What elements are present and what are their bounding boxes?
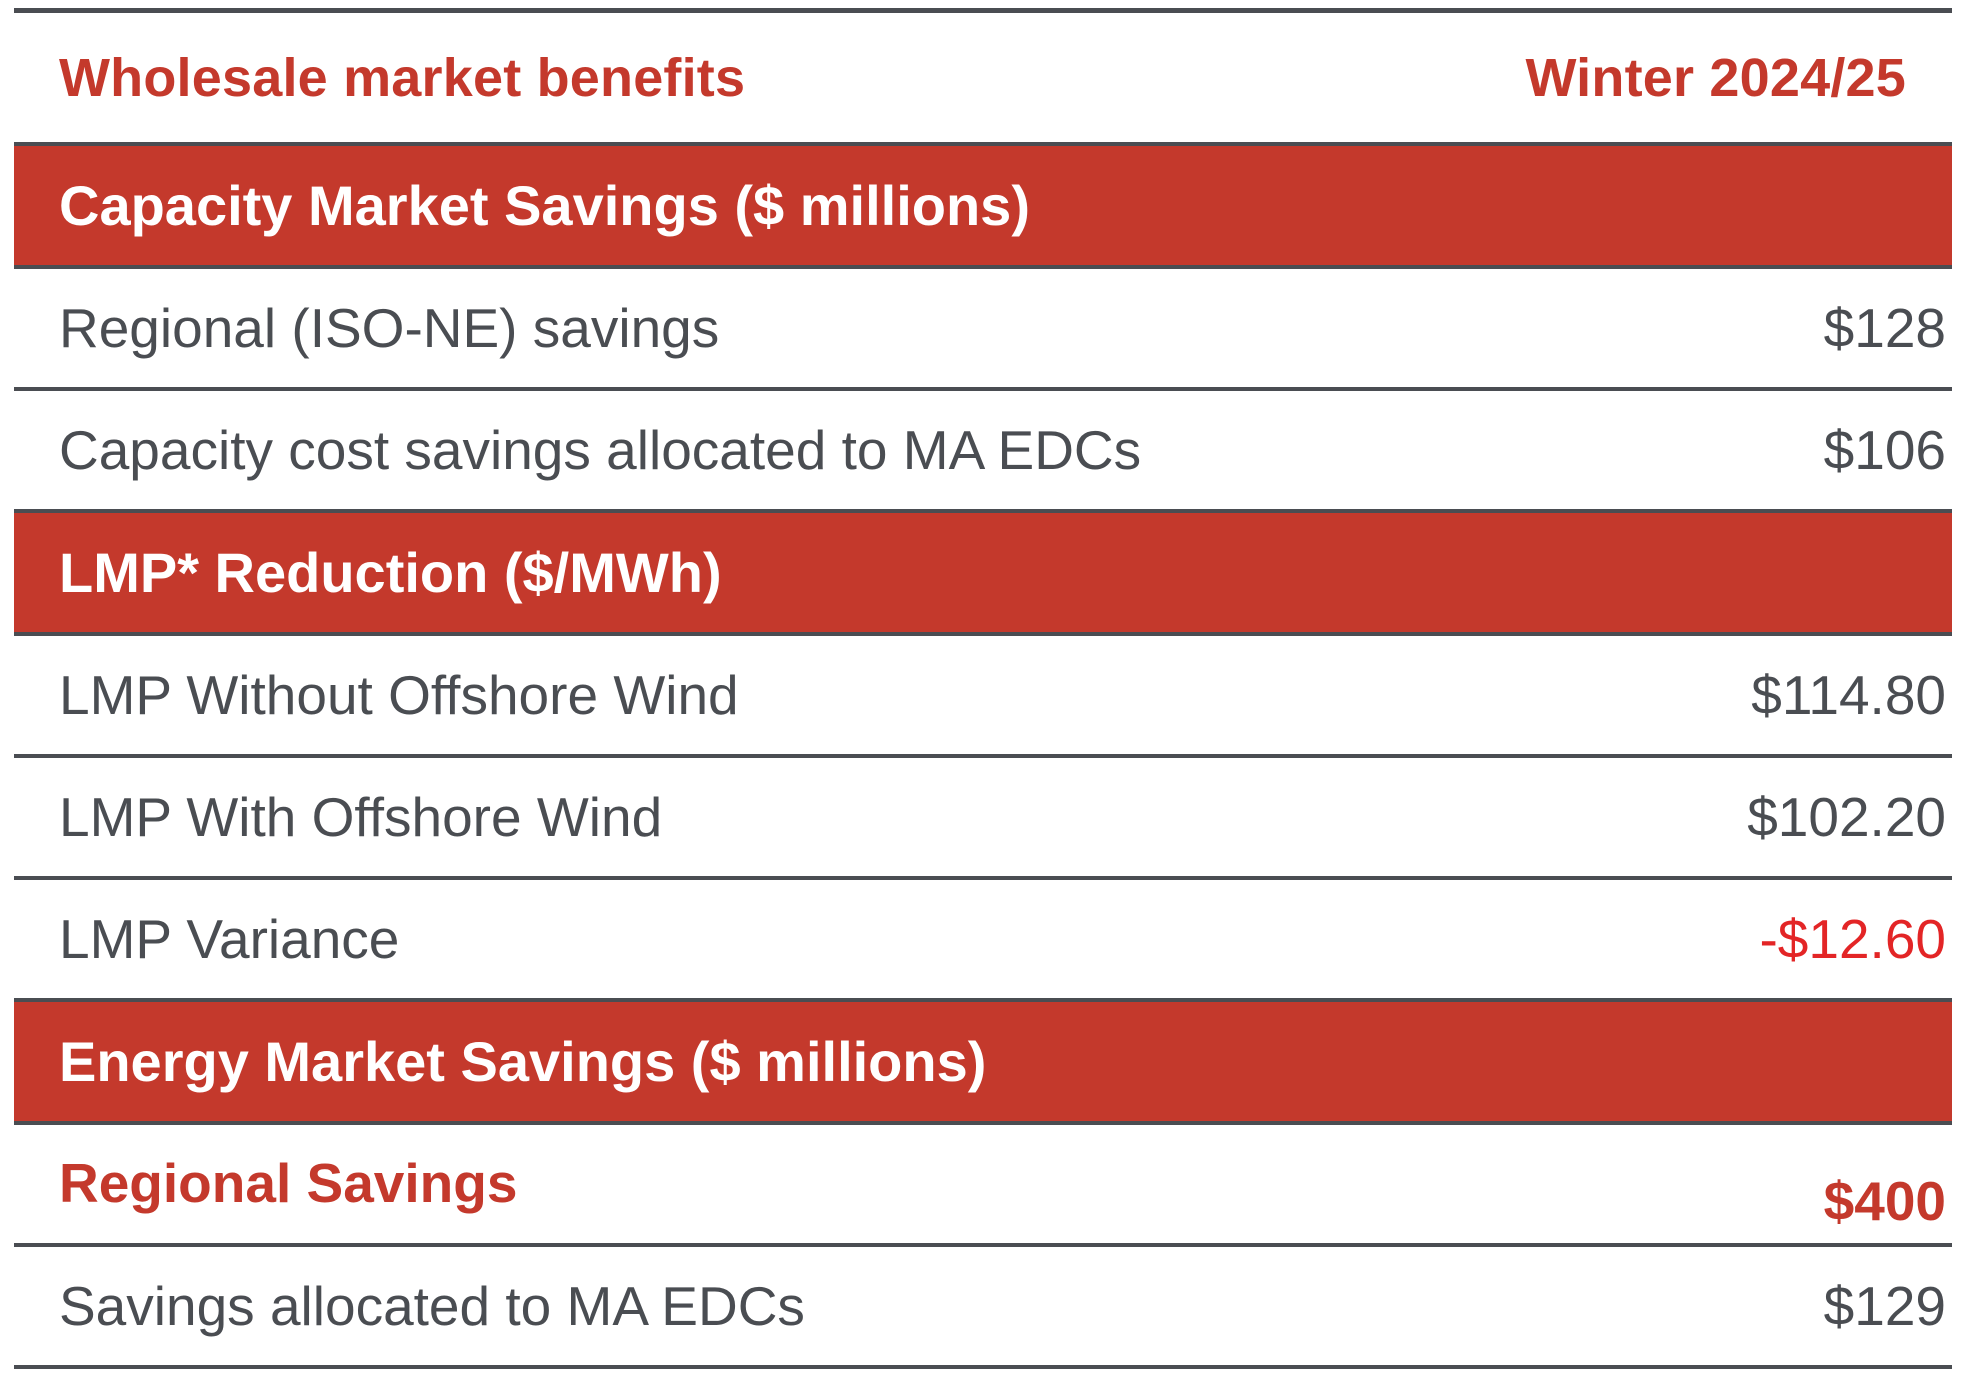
table-row: LMP Without Offshore Wind $114.80 bbox=[14, 636, 1952, 758]
row-label: LMP Without Offshore Wind bbox=[59, 664, 739, 726]
table-row: Savings allocated to MA EDCs $129 bbox=[14, 1247, 1952, 1369]
section-title: Energy Market Savings ($ millions) bbox=[59, 1030, 987, 1093]
row-label: LMP With Offshore Wind bbox=[59, 786, 663, 848]
wholesale-benefits-table: Wholesale market benefits Winter 2024/25… bbox=[14, 8, 1952, 1369]
section-header-energy: Energy Market Savings ($ millions) bbox=[14, 1002, 1952, 1125]
row-value: $106 bbox=[1823, 419, 1946, 481]
table-row: Capacity cost savings allocated to MA ED… bbox=[14, 391, 1952, 513]
table-header-row: Wholesale market benefits Winter 2024/25 bbox=[14, 13, 1952, 146]
row-value-negative: -$12.60 bbox=[1759, 908, 1946, 970]
table-title: Wholesale market benefits bbox=[59, 47, 746, 108]
row-value: $102.20 bbox=[1747, 786, 1946, 848]
row-label: Capacity cost savings allocated to MA ED… bbox=[59, 419, 1142, 481]
row-value: $114.80 bbox=[1751, 664, 1946, 726]
row-label: Savings allocated to MA EDCs bbox=[59, 1275, 805, 1337]
section-title: LMP* Reduction ($/MWh) bbox=[59, 541, 722, 604]
section-title: Capacity Market Savings ($ millions) bbox=[59, 174, 1030, 237]
row-value: $128 bbox=[1823, 297, 1946, 359]
row-value: $129 bbox=[1823, 1275, 1946, 1337]
row-value: $400 bbox=[1823, 1170, 1946, 1232]
row-label: LMP Variance bbox=[59, 908, 400, 970]
row-label: Regional (ISO-NE) savings bbox=[59, 297, 720, 359]
table-row-highlight: Regional Savings $400 bbox=[14, 1125, 1952, 1247]
section-header-lmp: LMP* Reduction ($/MWh) bbox=[14, 513, 1952, 636]
row-label: Regional Savings bbox=[59, 1152, 518, 1214]
table-row: Regional (ISO-NE) savings $128 bbox=[14, 269, 1952, 391]
section-header-capacity: Capacity Market Savings ($ millions) bbox=[14, 146, 1952, 269]
table-row: LMP Variance -$12.60 bbox=[14, 880, 1952, 1002]
period-label: Winter 2024/25 bbox=[1525, 47, 1906, 108]
table-row: LMP With Offshore Wind $102.20 bbox=[14, 758, 1952, 880]
top-rule bbox=[14, 8, 1952, 13]
